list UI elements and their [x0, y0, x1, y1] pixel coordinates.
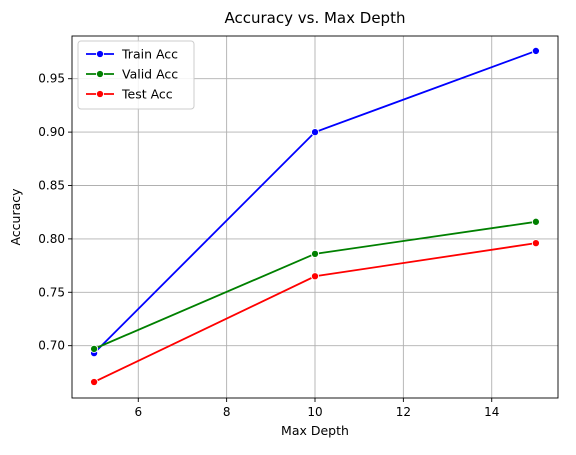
y-tick-label: 0.85 — [38, 178, 65, 192]
data-point — [531, 46, 540, 55]
legend-label: Valid Acc — [122, 67, 178, 82]
series-test-acc — [90, 239, 540, 387]
legend-item: Valid Acc — [86, 67, 178, 82]
y-tick-label: 0.95 — [38, 72, 65, 86]
legend-swatch-marker — [95, 69, 105, 79]
ticks: 6 8 10 12 14 0.70 0.75 0.80 0.85 0.90 0.95 — [38, 72, 499, 419]
series-layer — [90, 46, 540, 387]
legend-item: Train Acc — [86, 47, 178, 62]
y-tick-label: 0.75 — [38, 285, 65, 299]
data-point — [310, 249, 320, 258]
y-tick-label: 0.70 — [38, 339, 65, 353]
data-point — [310, 272, 320, 281]
legend-swatch-marker — [95, 89, 105, 99]
series-valid-acc — [90, 217, 540, 353]
data-point — [531, 217, 540, 226]
x-tick-label: 10 — [307, 405, 322, 419]
data-point — [90, 344, 99, 353]
legend-swatch-marker — [95, 49, 105, 59]
data-point — [90, 377, 99, 387]
x-tick-label: 6 — [134, 405, 142, 419]
legend-label: Test Acc — [121, 87, 173, 102]
y-tick-label: 0.80 — [38, 232, 65, 246]
x-tick-label: 12 — [396, 405, 411, 419]
x-tick-label: 14 — [484, 405, 499, 419]
x-tick-label: 8 — [223, 405, 231, 419]
x-axis-label: Max Depth — [281, 423, 349, 438]
y-tick-label: 0.90 — [38, 125, 65, 139]
chart-title: Accuracy vs. Max Depth — [225, 9, 406, 27]
data-point — [531, 239, 540, 248]
legend-item: Test Acc — [86, 87, 173, 102]
legend: Train Acc Valid Acc Test Acc — [77, 40, 195, 110]
data-point — [310, 128, 320, 137]
legend-box — [77, 40, 195, 110]
y-axis-label: Accuracy — [8, 188, 23, 246]
legend-label: Train Acc — [121, 47, 178, 62]
